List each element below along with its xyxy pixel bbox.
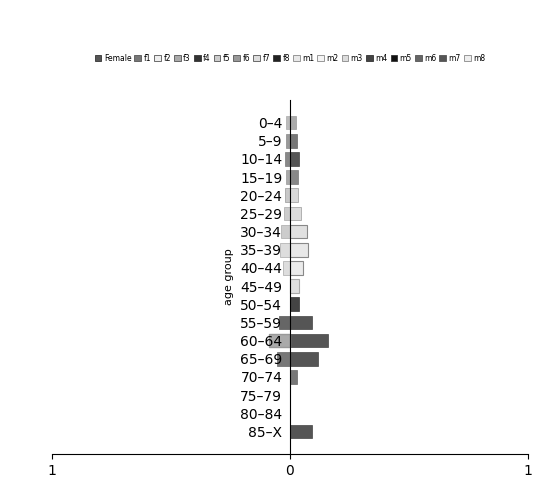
Y-axis label: age group: age group xyxy=(224,249,235,305)
Bar xyxy=(290,134,297,147)
Bar xyxy=(290,170,298,184)
Bar xyxy=(286,116,290,129)
Bar xyxy=(283,261,290,275)
Bar xyxy=(269,334,290,348)
Bar xyxy=(290,316,312,329)
Bar xyxy=(290,225,306,239)
Bar xyxy=(290,243,308,256)
Bar xyxy=(285,188,290,202)
Bar xyxy=(279,316,290,329)
Bar xyxy=(286,134,290,147)
Bar xyxy=(290,425,312,438)
Bar xyxy=(290,297,299,311)
Bar xyxy=(290,352,318,366)
Bar xyxy=(290,152,299,166)
Bar xyxy=(290,279,299,293)
Bar xyxy=(290,116,296,129)
Bar xyxy=(284,207,290,220)
Bar xyxy=(284,152,290,166)
Legend: Female, f1, f2, f3, f4, f5, f6, f7, f8, m1, m2, m3, m4, m5, m6, m7, m8: Female, f1, f2, f3, f4, f5, f6, f7, f8, … xyxy=(95,54,485,63)
Bar xyxy=(286,170,290,184)
Bar xyxy=(290,370,297,383)
Bar xyxy=(290,261,303,275)
Bar xyxy=(281,225,290,239)
Bar xyxy=(290,207,301,220)
Bar xyxy=(277,352,290,366)
Bar xyxy=(290,334,328,348)
Bar xyxy=(281,243,290,256)
Bar xyxy=(290,188,298,202)
